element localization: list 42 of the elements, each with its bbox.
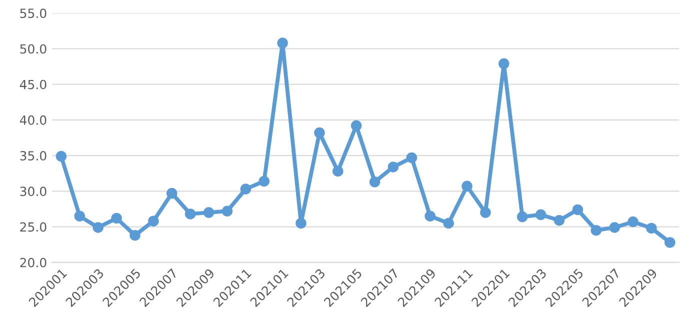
y-tick-label: 30.0 <box>20 186 46 196</box>
point <box>572 204 584 216</box>
point <box>609 222 620 233</box>
point <box>424 210 436 222</box>
point <box>369 176 380 188</box>
point <box>664 237 676 248</box>
point <box>498 58 510 70</box>
point <box>314 127 325 138</box>
point <box>350 120 362 132</box>
y-tick-label: 40.0 <box>20 115 46 125</box>
point <box>516 211 528 222</box>
point <box>130 230 140 241</box>
point <box>406 152 418 164</box>
point <box>258 176 270 187</box>
point <box>646 222 657 234</box>
point <box>148 216 159 226</box>
point <box>535 209 546 220</box>
y-tick-label: 35.0 <box>20 151 46 160</box>
point <box>92 222 104 233</box>
point <box>554 215 565 226</box>
point <box>277 38 288 48</box>
point <box>184 208 196 220</box>
point <box>443 218 454 229</box>
point <box>480 207 491 218</box>
point <box>296 218 306 229</box>
point <box>388 162 399 172</box>
y-tick-label: 50.0 <box>20 44 46 54</box>
point <box>203 207 214 218</box>
point <box>222 206 233 216</box>
point <box>166 188 178 199</box>
point <box>111 212 122 224</box>
point <box>74 210 86 222</box>
y-tick-label: 45.0 <box>20 80 46 90</box>
point <box>462 180 472 192</box>
point <box>56 150 67 162</box>
point <box>240 184 252 194</box>
y-tick-label: 20.0 <box>20 258 46 268</box>
point <box>590 224 602 236</box>
point <box>628 216 638 228</box>
point <box>332 166 344 177</box>
y-tick-label: 25.0 <box>20 222 46 232</box>
y-tick-label: 55.0 <box>20 8 46 18</box>
